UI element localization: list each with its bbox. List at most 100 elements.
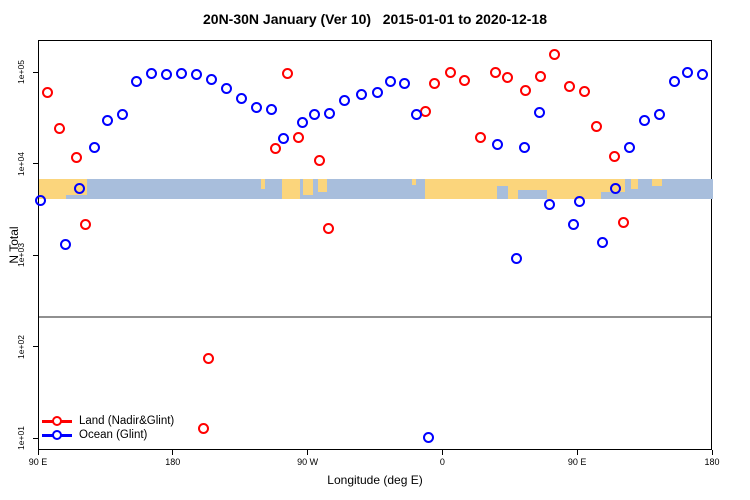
legend: Land (Nadir&Glint) Ocean (Glint) <box>42 414 174 442</box>
data-point-ocean <box>518 141 530 153</box>
x-axis-tick-label: 90 E <box>567 457 587 467</box>
data-point-ocean <box>385 76 397 88</box>
data-point-land <box>322 222 334 234</box>
data-point-land <box>428 78 440 90</box>
band-land-segment <box>651 179 663 187</box>
y-axis-tick <box>33 254 38 256</box>
data-point-ocean <box>610 182 622 194</box>
data-point-ocean <box>682 66 694 78</box>
data-point-ocean <box>60 238 72 250</box>
data-point-ocean <box>422 431 434 443</box>
data-point-land <box>54 122 66 134</box>
data-point-land <box>490 66 502 78</box>
data-point-ocean <box>596 237 608 249</box>
legend-item-land: Land (Nadir&Glint) <box>42 414 174 428</box>
data-point-ocean <box>544 198 556 210</box>
data-point-land <box>578 85 590 97</box>
x-axis-title: Longitude (deg E) <box>327 473 423 487</box>
data-point-ocean <box>73 182 85 194</box>
x-axis-tick-label: 180 <box>704 457 720 467</box>
data-point-ocean <box>205 73 217 85</box>
data-point-ocean <box>297 117 309 129</box>
x-axis-tick-label: 90 E <box>28 457 48 467</box>
band-ocean-segment <box>518 190 547 199</box>
data-point-ocean <box>355 88 367 100</box>
band-land-segment <box>302 179 314 196</box>
data-point-ocean <box>235 92 247 104</box>
data-point-ocean <box>175 67 187 79</box>
data-point-land <box>270 142 282 154</box>
data-point-ocean <box>324 107 336 119</box>
band-ocean-segment <box>497 186 508 199</box>
data-point-land <box>520 84 532 96</box>
x-axis-tick-label: 180 <box>165 457 181 467</box>
legend-item-ocean: Ocean (Glint) <box>42 428 174 442</box>
legend-symbol-land <box>42 416 72 426</box>
band-land-segment <box>260 179 266 190</box>
data-point-ocean <box>277 132 289 144</box>
x-axis-tick <box>441 450 443 455</box>
data-point-ocean <box>102 115 114 127</box>
data-point-ocean <box>568 219 580 231</box>
data-point-ocean <box>511 253 523 265</box>
band-ocean-segment <box>65 194 96 199</box>
data-point-land <box>198 423 210 435</box>
plot-area: Land (Nadir&Glint) Ocean (Glint) <box>35 40 713 450</box>
x-axis-tick-label: 90 W <box>297 457 319 467</box>
legend-label-land: Land (Nadir&Glint) <box>79 415 175 427</box>
data-point-ocean <box>653 108 665 120</box>
chart-title: 20N-30N January (Ver 10) 2015-01-01 to 2… <box>203 11 547 27</box>
x-axis-tick <box>172 450 174 455</box>
data-point-land <box>590 121 602 133</box>
band-land-segment <box>317 179 327 193</box>
circle-icon <box>52 416 62 426</box>
reference-line <box>39 316 711 319</box>
legend-symbol-ocean <box>42 430 72 440</box>
data-point-ocean <box>398 78 410 90</box>
data-point-land <box>445 66 457 78</box>
band-land-segment <box>630 179 639 190</box>
data-point-ocean <box>668 76 680 88</box>
y-axis-tick-label: 1e+01 <box>16 426 26 450</box>
data-point-land <box>70 151 82 163</box>
data-point-ocean <box>623 141 635 153</box>
data-point-ocean <box>371 86 383 98</box>
data-point-ocean <box>190 68 202 80</box>
data-point-ocean <box>130 76 142 88</box>
y-axis-tick <box>33 346 38 348</box>
data-point-ocean <box>574 196 586 208</box>
data-point-ocean <box>145 67 157 79</box>
y-axis-tick <box>33 71 38 73</box>
data-point-ocean <box>220 83 232 95</box>
data-point-ocean <box>35 195 46 207</box>
data-point-land <box>548 49 560 61</box>
data-point-land <box>502 72 514 84</box>
data-point-land <box>313 155 325 167</box>
data-point-land <box>79 219 91 231</box>
legend-label-ocean: Ocean (Glint) <box>79 429 148 441</box>
band-land-segment <box>411 179 417 186</box>
data-point-ocean <box>339 95 351 107</box>
band-land-segment <box>281 179 300 199</box>
data-point-land <box>458 74 470 86</box>
y-axis-tick-label: 1e+02 <box>16 334 26 359</box>
data-point-ocean <box>160 68 172 80</box>
data-point-land <box>475 131 487 143</box>
y-axis-tick-label: 1e+05 <box>16 60 26 84</box>
data-point-ocean <box>410 108 422 120</box>
x-axis-tick <box>307 450 309 455</box>
data-point-land <box>608 150 620 162</box>
map-band <box>39 179 713 199</box>
data-point-land <box>42 86 54 98</box>
data-point-ocean <box>697 68 708 80</box>
data-point-ocean <box>88 141 100 153</box>
data-point-ocean <box>491 138 503 150</box>
x-axis-tick <box>711 450 713 455</box>
data-point-ocean <box>117 108 129 120</box>
data-point-ocean <box>309 108 321 120</box>
data-point-ocean <box>265 103 277 115</box>
y-axis-tick <box>33 437 38 439</box>
y-axis-tick <box>33 163 38 165</box>
circle-icon <box>52 430 62 440</box>
